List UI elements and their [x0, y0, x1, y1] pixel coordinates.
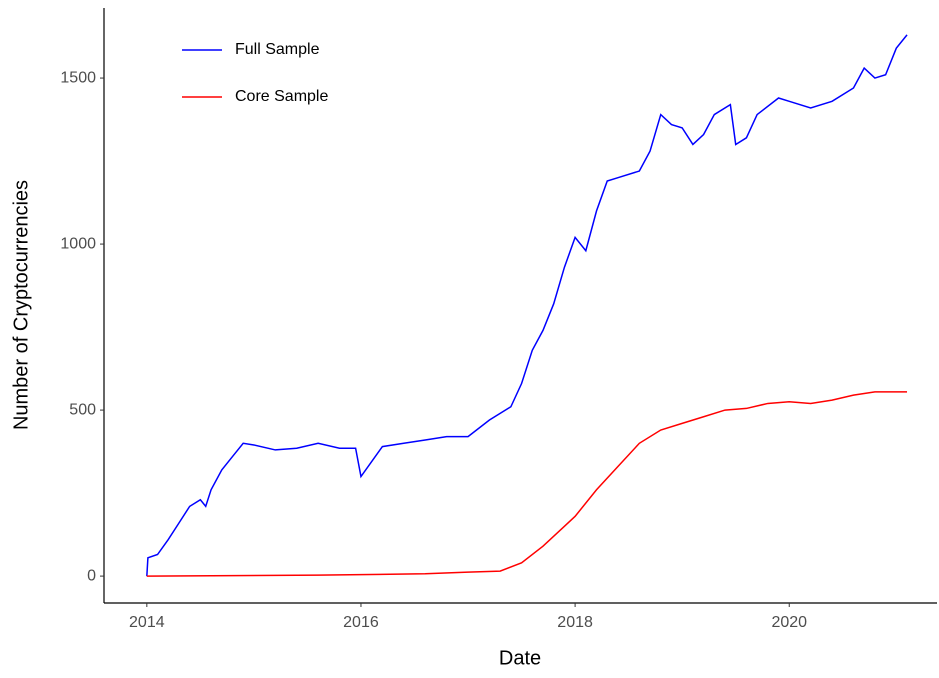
legend-label: Core Sample	[235, 88, 328, 105]
series-line	[146, 34, 908, 577]
legend-label: Full Sample	[235, 41, 320, 58]
y-tick-label: 500	[69, 401, 96, 418]
x-tick-label: 2018	[557, 614, 593, 631]
y-tick-label: 0	[87, 567, 96, 584]
x-axis-title: Date	[499, 647, 541, 669]
x-tick-label: 2020	[771, 614, 807, 631]
series-line	[146, 391, 908, 577]
x-tick-label: 2014	[129, 614, 165, 631]
y-tick-label: 1000	[60, 235, 96, 252]
x-tick-label: 2016	[343, 614, 379, 631]
y-axis-title: Number of Cryptocurrencies	[10, 180, 32, 430]
y-tick-label: 1500	[60, 69, 96, 86]
